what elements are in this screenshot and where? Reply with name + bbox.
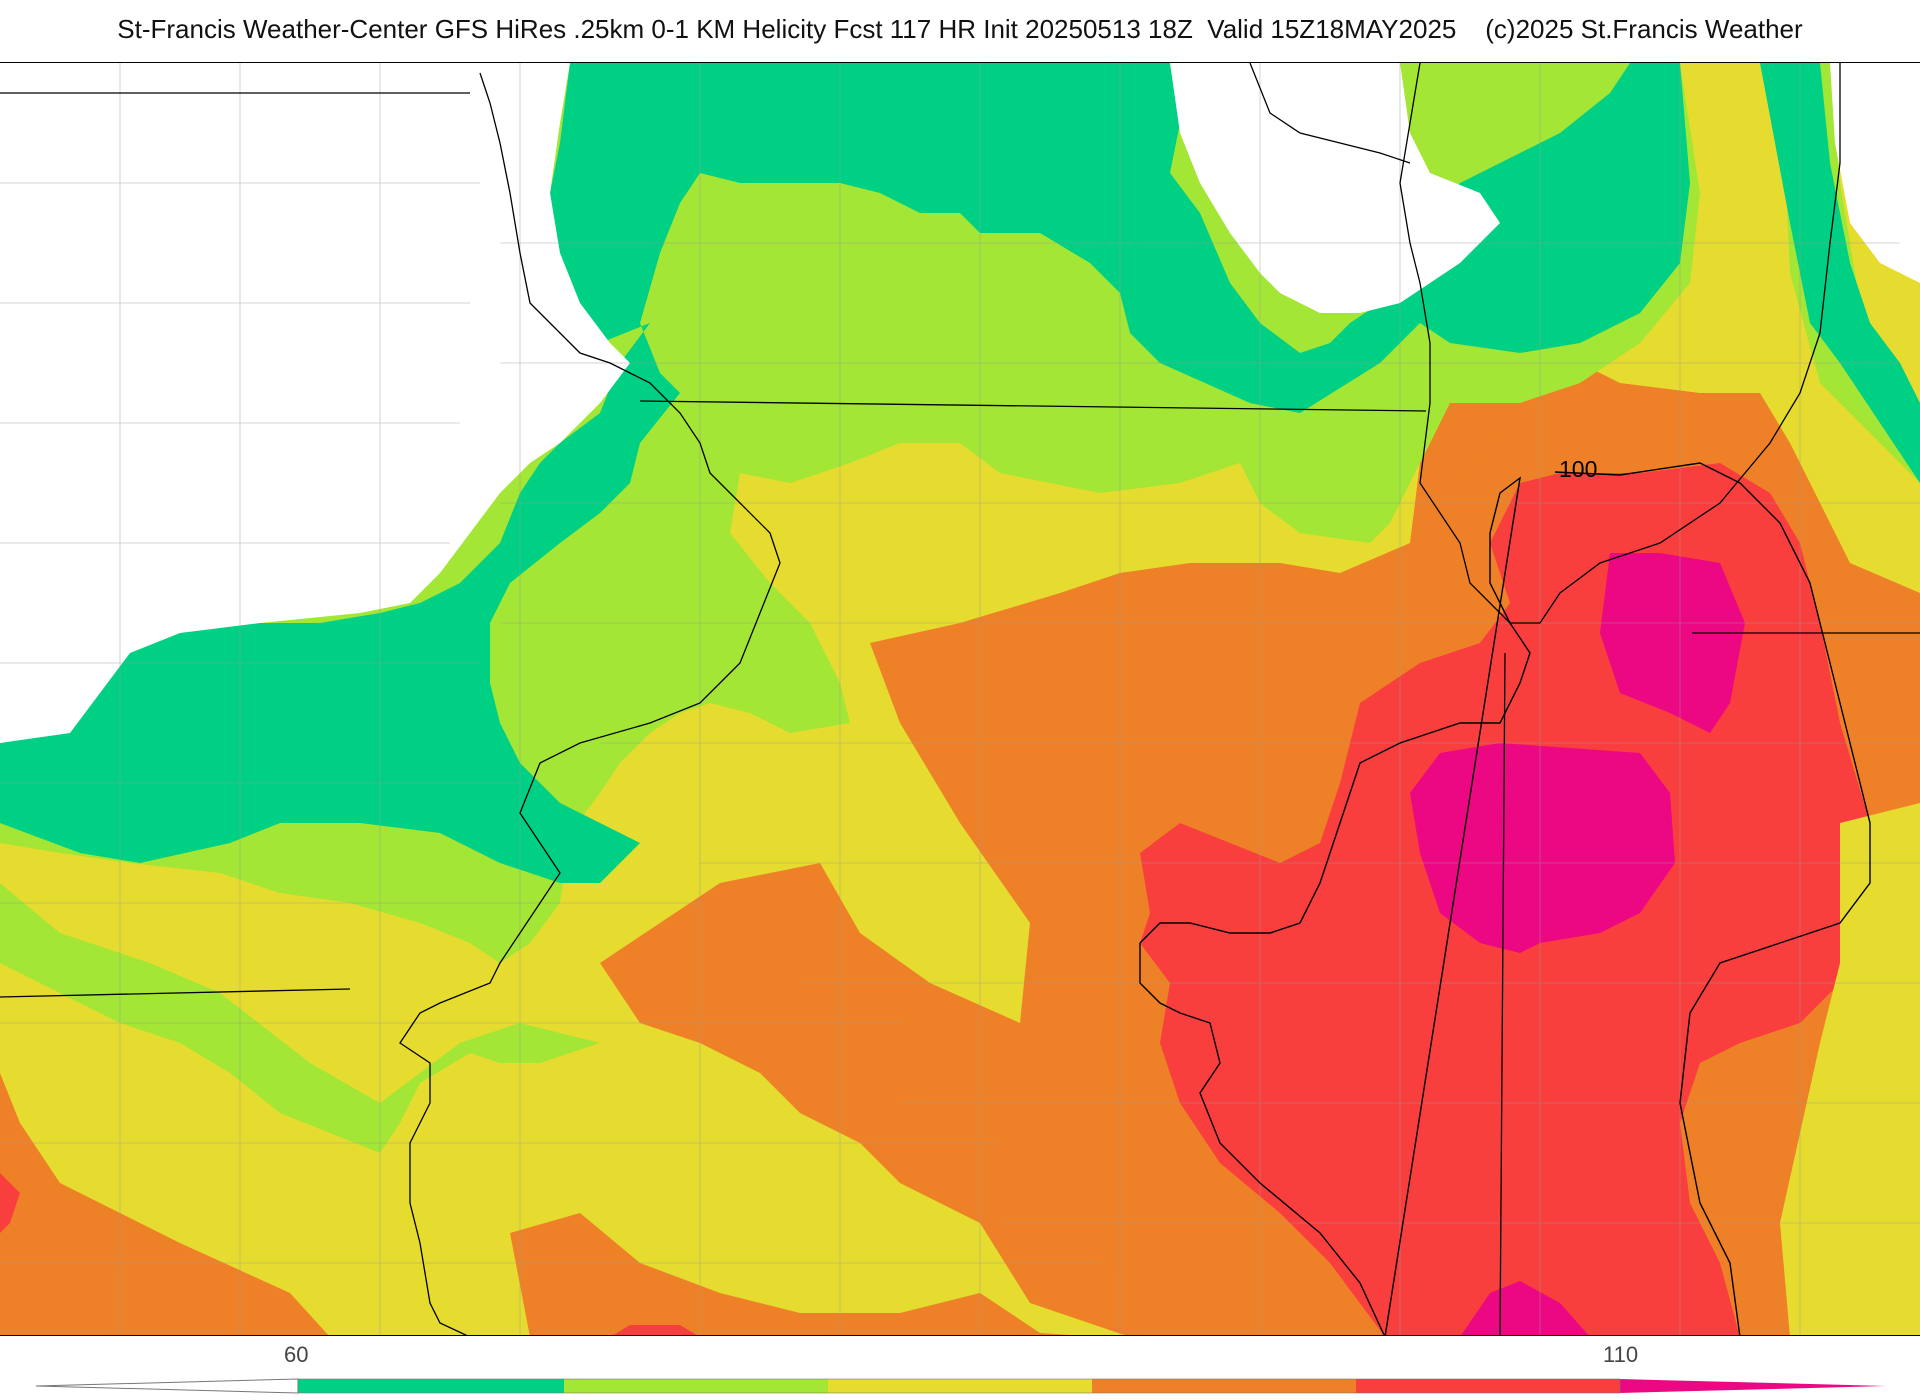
band-orange-southwest [0,1073,329,1335]
colorbar-swatch-1 [298,1379,564,1393]
map-title: St-Francis Weather-Center GFS HiRes .25k… [117,14,1803,44]
region-below-range-north-center [1170,63,1500,313]
map-canvas: 100 [0,63,1920,1335]
colorbar-swatch-3 [828,1379,1092,1393]
contour-label-100: 100 [1559,456,1597,482]
band-magenta-northeast [1600,553,1745,733]
region-below-range-northwest [0,63,630,743]
band-orange-south [510,1213,1070,1335]
band-yellow-east [1780,803,1920,1335]
colorbar-tick-low: 60 [284,1342,309,1367]
county-lines [0,63,1920,1335]
contour-100 [1139,462,1871,1335]
band-green-north [0,63,1690,883]
colorbar-swatch-2 [564,1379,828,1393]
band-red-west-edge [0,1173,20,1233]
band-red-south-sliver [613,1325,697,1335]
colorbar [35,1378,1886,1394]
band-magenta-south [1461,1281,1589,1335]
colorbar-above-triangle [1620,1379,1886,1393]
band-magenta-central [1410,743,1675,953]
colorbar-tick-high: 110 [1603,1342,1639,1367]
colorbar-below-triangle [35,1378,299,1394]
colorbar-swatch-5 [1356,1379,1620,1393]
helicity-map: 100 [0,62,1920,1336]
state-boundaries [0,63,1920,1335]
region-below-range-northeast [1830,63,1920,283]
colorbar-swatch-4 [1092,1379,1356,1393]
